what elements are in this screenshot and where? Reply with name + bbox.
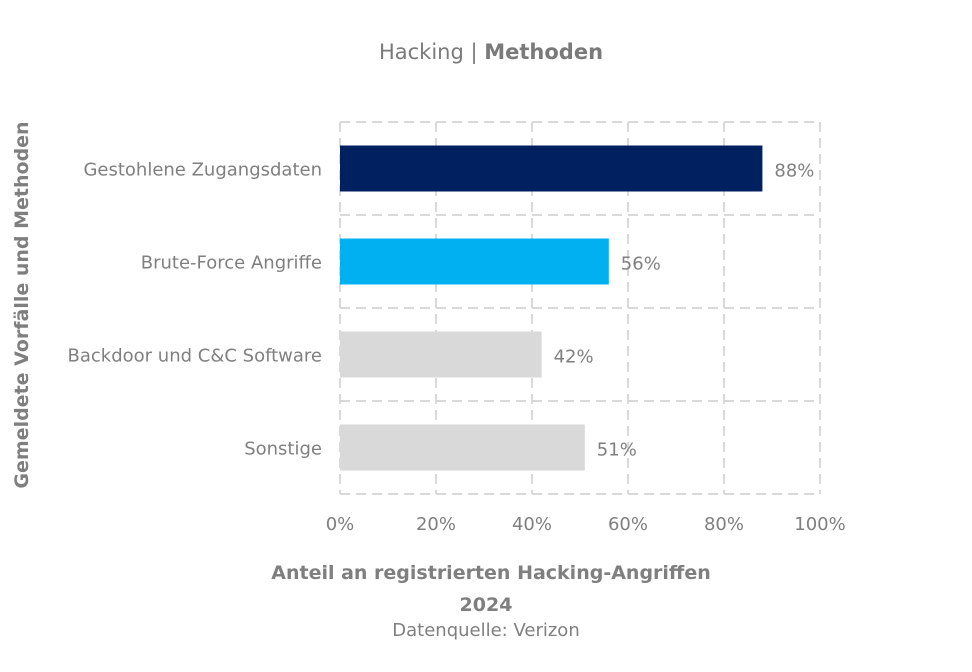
- category-label: Gestohlene Zugangsdaten: [83, 160, 322, 181]
- x-axis-label: Anteil an registrierten Hacking-Angriffe…: [271, 562, 711, 584]
- category-label: Backdoor und C&C Software: [68, 346, 322, 367]
- data-label: 51%: [597, 440, 637, 461]
- chart-title-prefix: Hacking |: [378, 40, 485, 64]
- x-tick-label: 0%: [326, 514, 355, 535]
- x-tick-label: 40%: [512, 514, 552, 535]
- chart-title: Hacking | Methoden: [0, 40, 972, 64]
- bar: [340, 331, 542, 378]
- bar: [340, 238, 609, 285]
- x-tick-label: 80%: [704, 514, 744, 535]
- year-label: 2024: [459, 594, 513, 616]
- source-label: Datenquelle: Verizon: [392, 620, 580, 641]
- category-label: Sonstige: [244, 439, 322, 460]
- chart-title-bold: Methoden: [484, 40, 604, 64]
- data-label: 88%: [774, 161, 814, 182]
- data-label: 56%: [621, 254, 661, 275]
- bar: [340, 145, 763, 192]
- x-tick-label: 100%: [794, 514, 845, 535]
- x-tick-label: 20%: [416, 514, 456, 535]
- bar: [340, 424, 585, 471]
- category-label: Brute-Force Angriffe: [141, 253, 322, 274]
- data-label: 42%: [554, 347, 594, 368]
- x-tick-label: 60%: [608, 514, 648, 535]
